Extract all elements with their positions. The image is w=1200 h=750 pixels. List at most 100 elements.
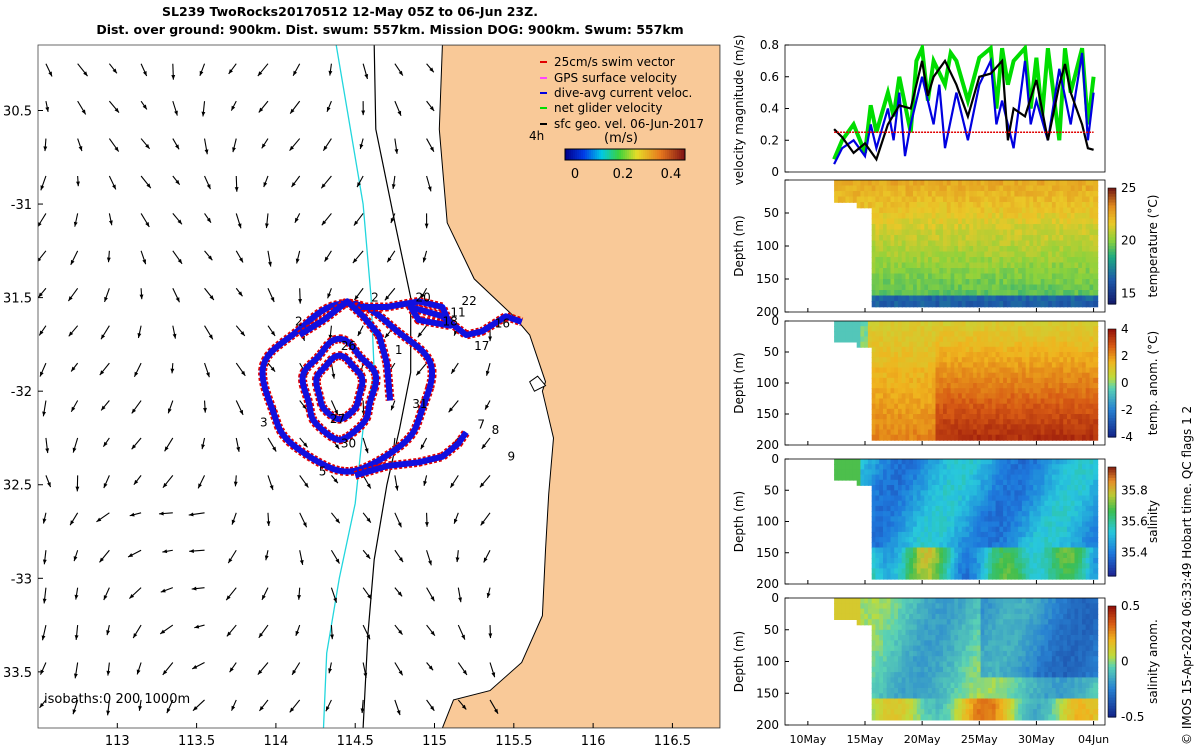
section-cell — [954, 537, 960, 544]
section-cell — [894, 573, 900, 580]
section-cell — [946, 229, 952, 236]
section-cell — [961, 235, 967, 242]
section-cell — [928, 180, 933, 187]
section-cell — [946, 464, 952, 471]
section-cell — [946, 414, 952, 420]
section-cell — [898, 429, 903, 436]
section-cell — [1059, 336, 1065, 343]
section-cell — [913, 321, 918, 327]
colorbar-cell — [615, 149, 618, 160]
section-cell — [984, 419, 990, 426]
section-cell — [976, 573, 982, 580]
section-cell — [1021, 563, 1027, 570]
section-cell — [901, 284, 907, 291]
section-cell — [1029, 240, 1035, 247]
section-cell — [928, 284, 933, 291]
section-cell — [935, 547, 941, 554]
section-cell — [905, 196, 911, 203]
section-cell — [901, 279, 907, 286]
section-cell — [1070, 429, 1076, 436]
section-cell — [958, 459, 964, 465]
section-cell — [988, 398, 994, 405]
section-cell — [883, 191, 888, 198]
section-cell — [1074, 284, 1080, 291]
section-cell — [920, 398, 926, 405]
section-cell — [1044, 235, 1050, 242]
section-cell — [1074, 490, 1080, 497]
section-cell — [935, 459, 941, 465]
section-cell — [1010, 521, 1016, 528]
section-cell — [958, 403, 964, 410]
section-cell — [1021, 531, 1027, 538]
section-cell — [950, 547, 956, 554]
section-cell — [913, 246, 918, 253]
section-cell — [886, 284, 892, 291]
section-cell — [1006, 516, 1012, 523]
section-cell — [928, 352, 933, 358]
section-cell — [946, 336, 952, 343]
colorbar-cell — [671, 149, 674, 160]
section-cell — [1003, 547, 1009, 554]
section-cell — [928, 531, 933, 538]
section-cell — [1006, 301, 1012, 308]
section-cell — [1029, 301, 1035, 308]
current-vector-head — [170, 368, 175, 374]
section-cell — [916, 568, 922, 575]
section-cell — [1089, 180, 1095, 187]
section-cell — [1003, 251, 1009, 258]
current-vector-head — [103, 595, 108, 601]
section-cell — [894, 202, 900, 209]
section-cell — [1059, 419, 1065, 426]
section-cell — [1082, 251, 1087, 258]
section-cell — [1025, 495, 1031, 502]
section-cell — [995, 388, 1001, 395]
section-cell — [1082, 235, 1087, 242]
section-cell — [879, 424, 885, 431]
section-cell — [991, 495, 997, 502]
section-cell — [871, 563, 877, 570]
section-cell — [984, 257, 990, 264]
section-cell — [905, 331, 911, 338]
section-cell — [1044, 341, 1050, 348]
section-cell — [894, 367, 900, 374]
section-cell — [1040, 469, 1046, 476]
section-cell — [1029, 262, 1035, 269]
section-colorbar-cell — [1108, 234, 1116, 238]
section-cell — [898, 479, 903, 486]
section-cell — [943, 251, 948, 258]
section-cell — [969, 403, 975, 410]
section-cell — [1059, 301, 1065, 308]
current-vector-head — [136, 669, 141, 675]
map-ytick-label: -33 — [11, 572, 32, 587]
current-vector-head — [367, 594, 372, 600]
section-cell — [1078, 196, 1084, 203]
velocity-ytick-label: 0.2 — [760, 133, 779, 147]
section-cell — [1003, 290, 1009, 297]
section-cell — [965, 511, 971, 518]
section-cell — [924, 235, 930, 242]
section-cell — [958, 196, 964, 203]
section-cell — [1029, 207, 1035, 214]
section-cell — [1082, 295, 1087, 302]
section-cell — [965, 552, 971, 559]
section-cell — [928, 500, 933, 507]
section-cell — [913, 459, 918, 465]
section-cell — [1051, 424, 1057, 431]
section-cell — [988, 500, 994, 507]
section-cell — [991, 352, 997, 358]
section-cell — [905, 352, 911, 358]
section-cell — [1070, 388, 1076, 395]
section-cell — [886, 191, 892, 198]
section-cell — [849, 459, 855, 465]
section-cell — [965, 490, 971, 497]
section-cell — [916, 558, 922, 564]
section-cell — [961, 558, 967, 564]
section-cell — [1025, 414, 1031, 420]
velocity-line — [832, 45, 1096, 161]
section-cell — [886, 511, 892, 518]
section-cell — [1003, 326, 1009, 333]
section-cell — [1059, 321, 1065, 327]
section-cell — [973, 469, 979, 476]
section-cell — [950, 257, 956, 264]
section-cell — [999, 419, 1005, 426]
